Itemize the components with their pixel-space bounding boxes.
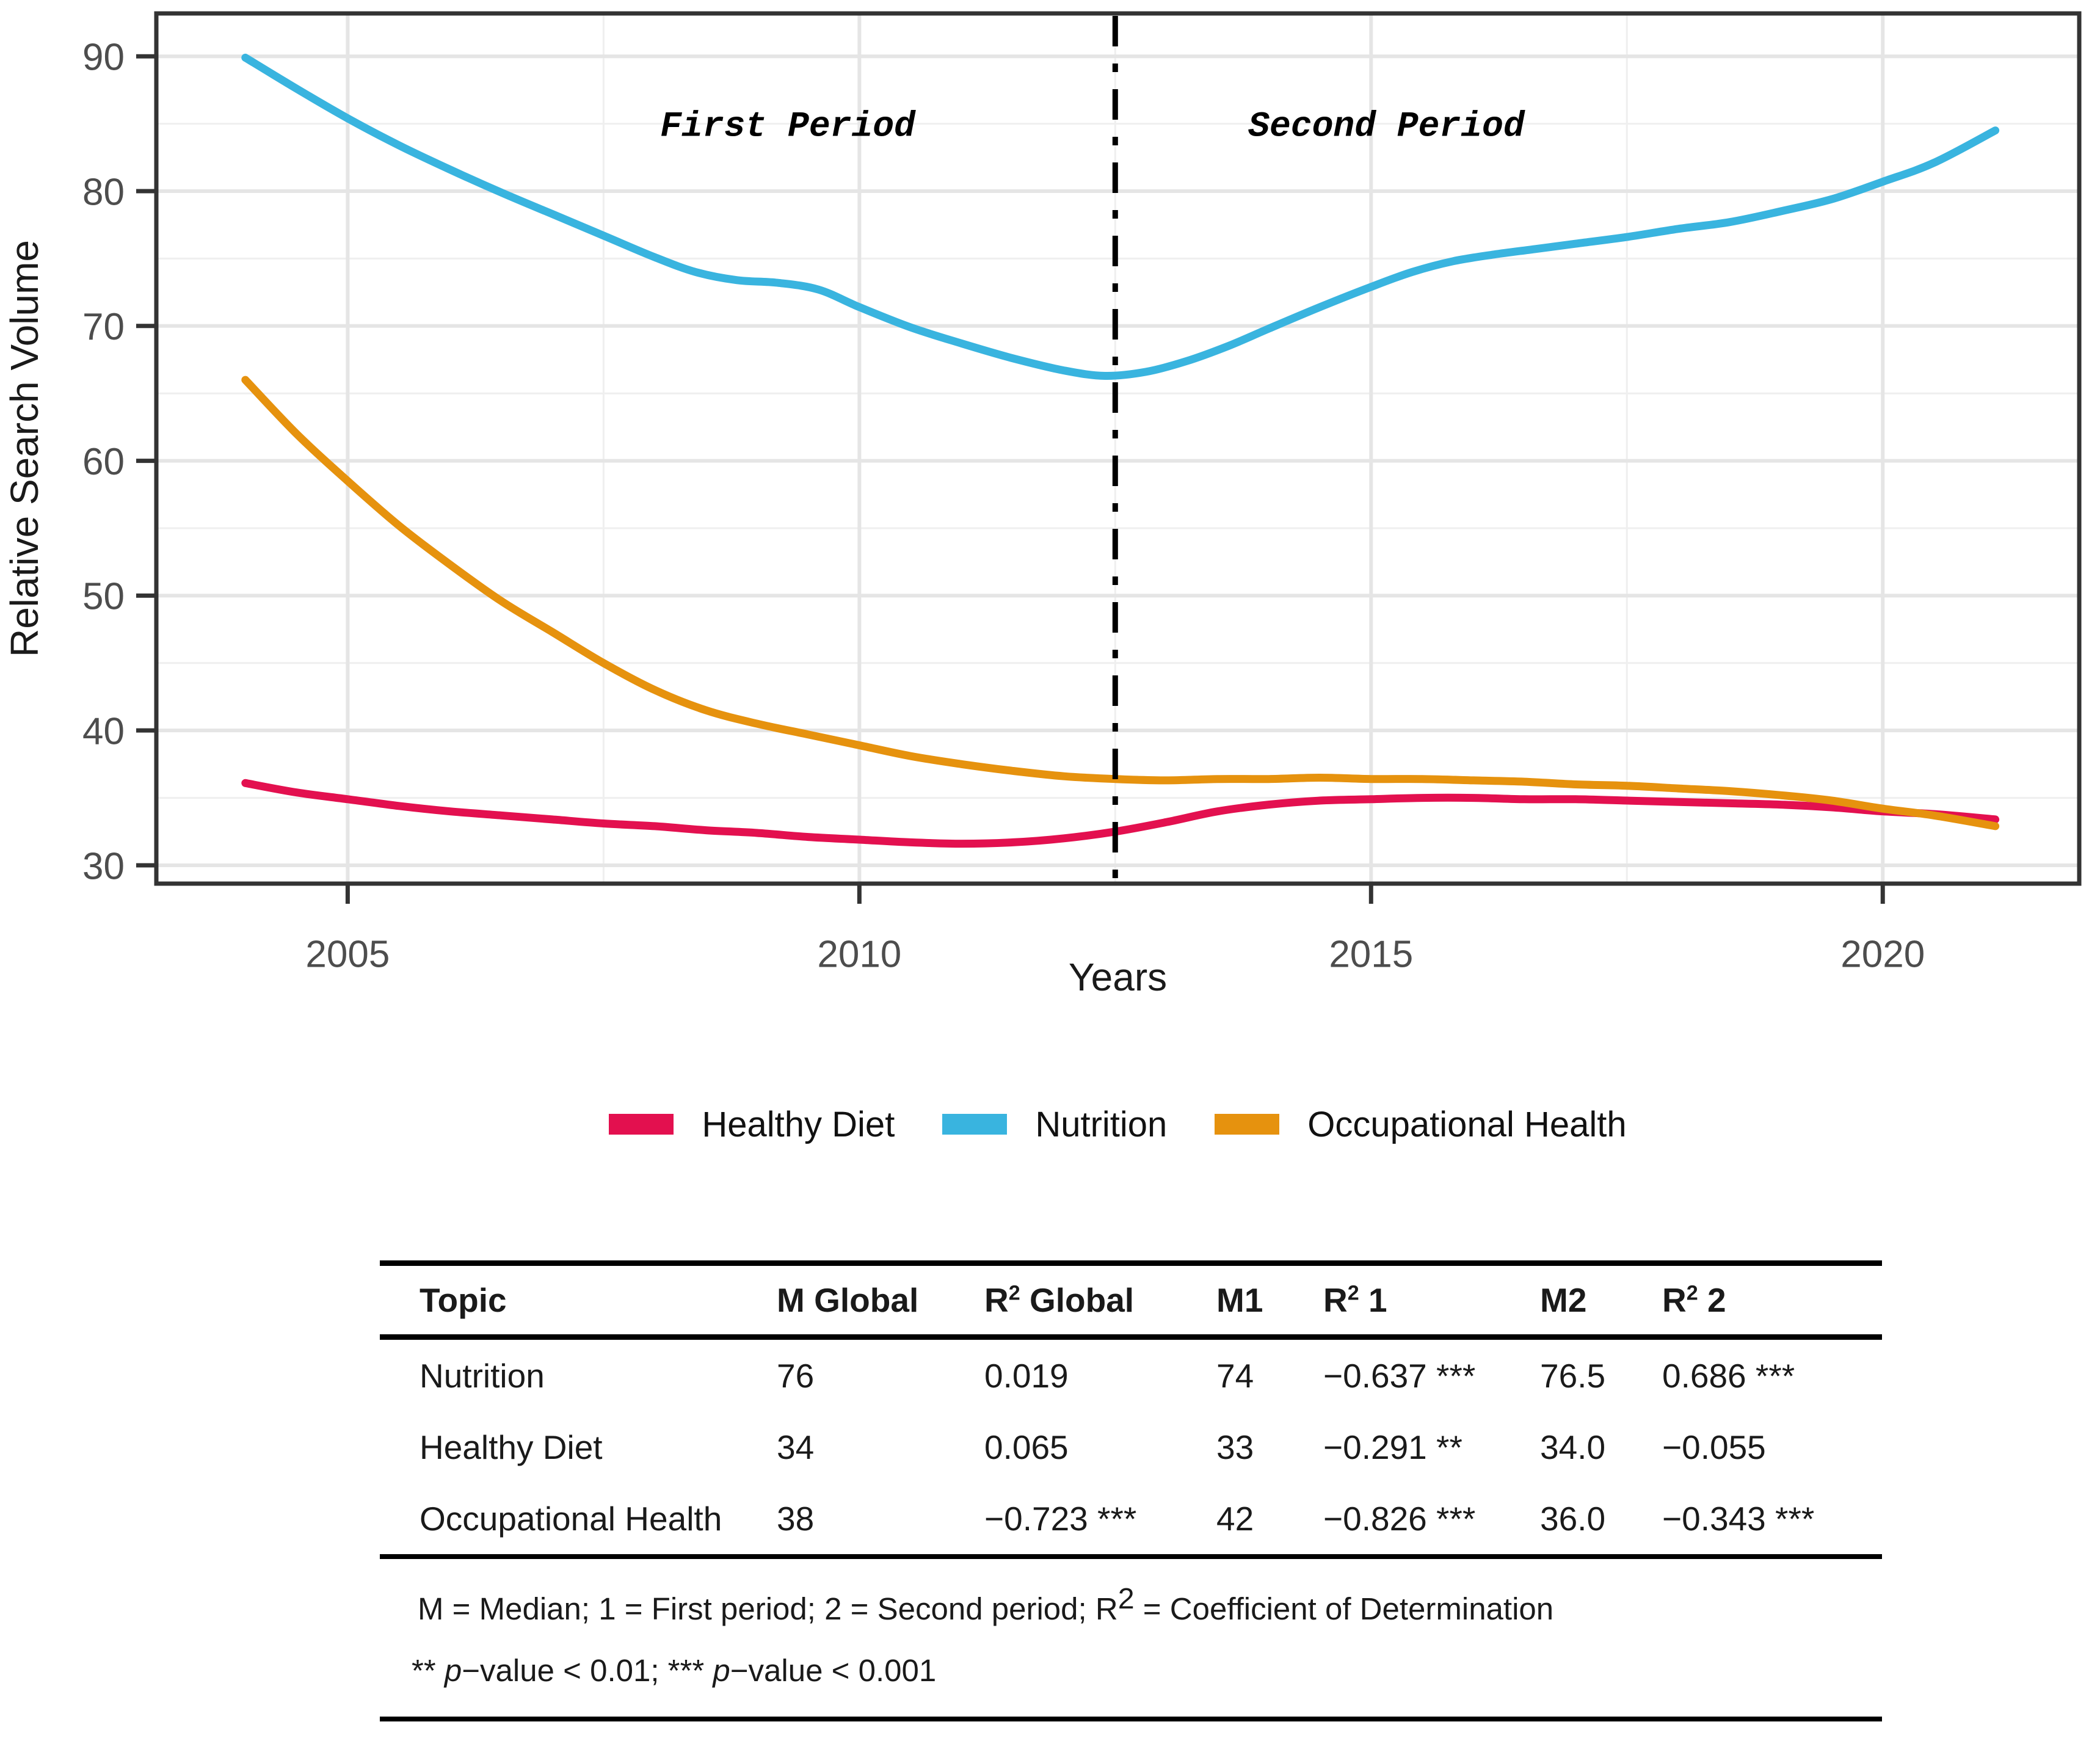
- col-header-3: M1: [1216, 1281, 1263, 1319]
- col-header-2: R2 Global: [984, 1281, 1135, 1319]
- x-axis-tick-label: 2015: [1329, 934, 1413, 976]
- legend-key-occupational-health: [1215, 1114, 1280, 1135]
- results-table: Topic M Global R2 Global M1 R2 1 M2 R2 2 Nutri…: [380, 1260, 1882, 1721]
- table-cell: 34.0: [1540, 1428, 1606, 1466]
- table-cell: −0.637 ***: [1323, 1356, 1476, 1395]
- legend-item-nutrition: Nutrition: [942, 1104, 1167, 1145]
- y-axis-tick-label: 50: [82, 576, 125, 618]
- y-axis-tick-label: 40: [82, 710, 125, 752]
- trend-chart: 30 40 50 60 70 80 90 2005 2010 2015 2020 Years Relat…: [2, 11, 2082, 999]
- x-axis-tick-label: 2020: [1840, 934, 1925, 976]
- table-cell: 76.5: [1540, 1356, 1606, 1395]
- table-cell: 76: [777, 1356, 815, 1395]
- y-axis-tick-label: 70: [82, 306, 125, 348]
- y-axis-title: Relative Search Volume: [2, 240, 46, 657]
- col-header-5: M2: [1540, 1281, 1587, 1319]
- table-cell: 33: [1216, 1428, 1254, 1466]
- legend-label: Healthy Diet: [702, 1104, 895, 1144]
- legend-key-nutrition: [942, 1114, 1008, 1135]
- table-cell: 0.065: [984, 1428, 1069, 1466]
- table-cell: Healthy Diet: [420, 1428, 603, 1466]
- table-cell: −0.343 ***: [1662, 1499, 1815, 1538]
- x-axis-title: Years: [1069, 955, 1167, 999]
- y-axis-tick-label: 80: [82, 171, 125, 213]
- annotation-second-period: Second Period: [1248, 107, 1525, 147]
- y-axis-tick-label: 90: [82, 37, 125, 79]
- table-header-row: Topic M Global R2 Global M1 R2 1 M2 R2 2: [380, 1263, 1882, 1337]
- legend-item-healthy-diet: Healthy Diet: [609, 1104, 895, 1145]
- y-axis-tick-label: 30: [82, 845, 125, 887]
- table-cell: 36.0: [1540, 1499, 1606, 1538]
- table-cell: 38: [777, 1499, 815, 1538]
- legend-label: Nutrition: [1035, 1104, 1168, 1144]
- annotation-first-period: First Period: [660, 107, 916, 147]
- table-cell: 34: [777, 1428, 815, 1466]
- table-cell: 42: [1216, 1499, 1254, 1538]
- table-row-nutrition: Nutrition 76 0.019 74 −0.637 *** 76.5 0.686 **…: [380, 1337, 1882, 1412]
- table-cell: −0.291 **: [1323, 1428, 1462, 1466]
- col-header-6: R2 2: [1662, 1281, 1726, 1319]
- panel-border: [154, 11, 2082, 886]
- legend-label: Occupational Health: [1307, 1104, 1627, 1144]
- table-row-occupational-health: Occupational Health 38 −0.723 *** 42 −0.826 …: [380, 1483, 1882, 1557]
- results-table-wrap: Topic M Global R2 Global M1 R2 1 M2 R2 2 Nutri…: [380, 1260, 1882, 1721]
- series-line-occupational-health: [241, 376, 2000, 831]
- legend-item-occupational-health: Occupational Health: [1215, 1104, 1627, 1145]
- table-row-healthy-diet: Healthy Diet 34 0.065 33 −0.291 ** 34.0 −0.055: [380, 1411, 1882, 1483]
- chart-legend: Healthy Diet Nutrition Occupational Health: [156, 1097, 2079, 1152]
- table-cell: Occupational Health: [420, 1499, 722, 1538]
- table-footnote-2: ** p−value < 0.01; *** p−value < 0.001: [412, 1653, 937, 1688]
- col-header-4: R2 1: [1323, 1281, 1387, 1319]
- table-cell: −0.826 ***: [1323, 1499, 1476, 1538]
- col-header-1: M Global: [777, 1281, 919, 1319]
- legend-key-healthy-diet: [609, 1114, 674, 1135]
- table-cell: 0.019: [984, 1356, 1069, 1395]
- table-cell: Nutrition: [420, 1356, 545, 1395]
- col-header-0: Topic: [420, 1281, 507, 1319]
- series-line-nutrition: [241, 53, 2000, 380]
- table-cell: −0.723 ***: [984, 1499, 1137, 1538]
- x-axis-tick-label: 2005: [305, 934, 390, 976]
- line-chart-canvas: 30 40 50 60 70 80 90 2005 2010 2015 2020 Years Relat…: [2, 11, 2082, 999]
- table-cell: −0.055: [1662, 1428, 1766, 1466]
- y-axis-tick-label: 60: [82, 441, 125, 483]
- table-cell: 74: [1216, 1356, 1254, 1395]
- table-cell: 0.686 ***: [1662, 1356, 1795, 1395]
- table-footnote-1: M = Median; 1 = First period; 2 = Second…: [418, 1582, 1554, 1626]
- x-axis-tick-label: 2010: [817, 934, 901, 976]
